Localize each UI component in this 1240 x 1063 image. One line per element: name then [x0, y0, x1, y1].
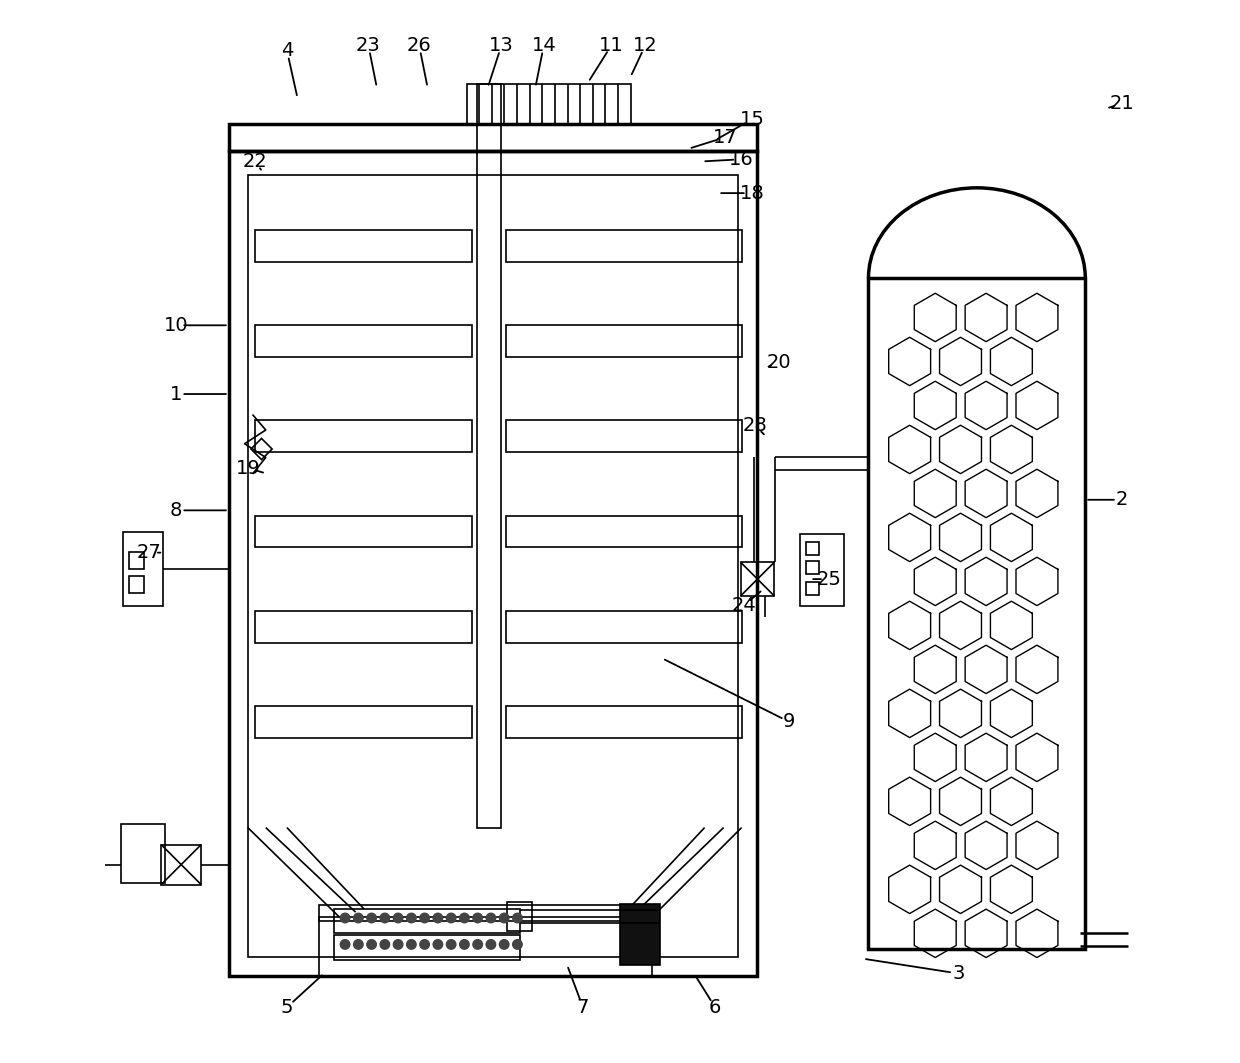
Circle shape: [486, 940, 496, 949]
Circle shape: [500, 940, 508, 949]
Circle shape: [353, 940, 363, 949]
Circle shape: [446, 913, 456, 923]
Bar: [477, 84, 501, 828]
Circle shape: [512, 913, 522, 923]
Circle shape: [433, 913, 443, 923]
Circle shape: [367, 913, 377, 923]
Bar: [129, 576, 144, 593]
Text: 25: 25: [817, 570, 842, 589]
Bar: [129, 552, 144, 569]
Circle shape: [486, 913, 496, 923]
Text: 4: 4: [280, 40, 293, 60]
Text: 16: 16: [729, 150, 754, 169]
Bar: [806, 542, 818, 555]
Circle shape: [407, 913, 417, 923]
Text: 24: 24: [732, 596, 756, 615]
Circle shape: [512, 940, 522, 949]
Bar: [248, 175, 739, 957]
Bar: [506, 611, 742, 642]
Text: 13: 13: [490, 35, 513, 54]
Text: 20: 20: [766, 353, 791, 372]
Bar: [506, 706, 742, 738]
Text: 26: 26: [407, 35, 432, 54]
Bar: [319, 917, 652, 976]
Bar: [228, 124, 758, 151]
Bar: [335, 935, 520, 960]
Bar: [466, 84, 631, 124]
Bar: [868, 277, 1085, 949]
Text: 5: 5: [280, 998, 293, 1017]
Bar: [120, 825, 165, 882]
Text: 17: 17: [713, 128, 738, 147]
Bar: [507, 901, 532, 931]
Circle shape: [393, 940, 403, 949]
Bar: [161, 844, 201, 884]
Bar: [506, 421, 742, 452]
Bar: [123, 532, 164, 606]
Circle shape: [381, 940, 389, 949]
Bar: [255, 706, 472, 738]
Text: 14: 14: [532, 35, 557, 54]
Text: 9: 9: [782, 712, 795, 731]
Circle shape: [433, 940, 443, 949]
Circle shape: [340, 913, 350, 923]
Bar: [806, 561, 818, 574]
Text: 2: 2: [1116, 490, 1128, 509]
Bar: [255, 516, 472, 547]
Bar: [335, 909, 520, 933]
Circle shape: [420, 913, 429, 923]
Bar: [255, 230, 472, 261]
Bar: [506, 230, 742, 261]
Text: 3: 3: [952, 964, 965, 983]
Text: 28: 28: [743, 417, 768, 435]
Text: 11: 11: [599, 35, 624, 54]
Bar: [506, 325, 742, 357]
Bar: [620, 904, 660, 965]
Bar: [255, 325, 472, 357]
Circle shape: [340, 940, 350, 949]
Bar: [228, 151, 758, 976]
Circle shape: [500, 913, 508, 923]
Bar: [255, 611, 472, 642]
Circle shape: [460, 940, 469, 949]
Circle shape: [420, 940, 429, 949]
Circle shape: [393, 913, 403, 923]
Bar: [806, 583, 818, 595]
Text: 19: 19: [236, 458, 260, 477]
Text: 12: 12: [632, 35, 657, 54]
Circle shape: [367, 940, 377, 949]
Text: 7: 7: [577, 998, 589, 1017]
Circle shape: [460, 913, 469, 923]
Text: 1: 1: [170, 385, 182, 404]
Circle shape: [381, 913, 389, 923]
Bar: [506, 516, 742, 547]
Bar: [800, 534, 844, 606]
Circle shape: [407, 940, 417, 949]
Bar: [319, 905, 652, 921]
Circle shape: [353, 913, 363, 923]
Circle shape: [472, 913, 482, 923]
Text: 27: 27: [138, 543, 161, 562]
Text: 23: 23: [356, 35, 381, 54]
Text: 6: 6: [709, 998, 722, 1017]
Bar: [740, 562, 775, 596]
Circle shape: [472, 940, 482, 949]
Text: 21: 21: [1110, 94, 1135, 113]
Text: 10: 10: [164, 316, 188, 335]
Text: 22: 22: [243, 152, 268, 171]
Text: 15: 15: [740, 109, 765, 129]
Text: 8: 8: [170, 501, 182, 520]
Circle shape: [446, 940, 456, 949]
Text: 18: 18: [740, 184, 765, 203]
Bar: [255, 421, 472, 452]
